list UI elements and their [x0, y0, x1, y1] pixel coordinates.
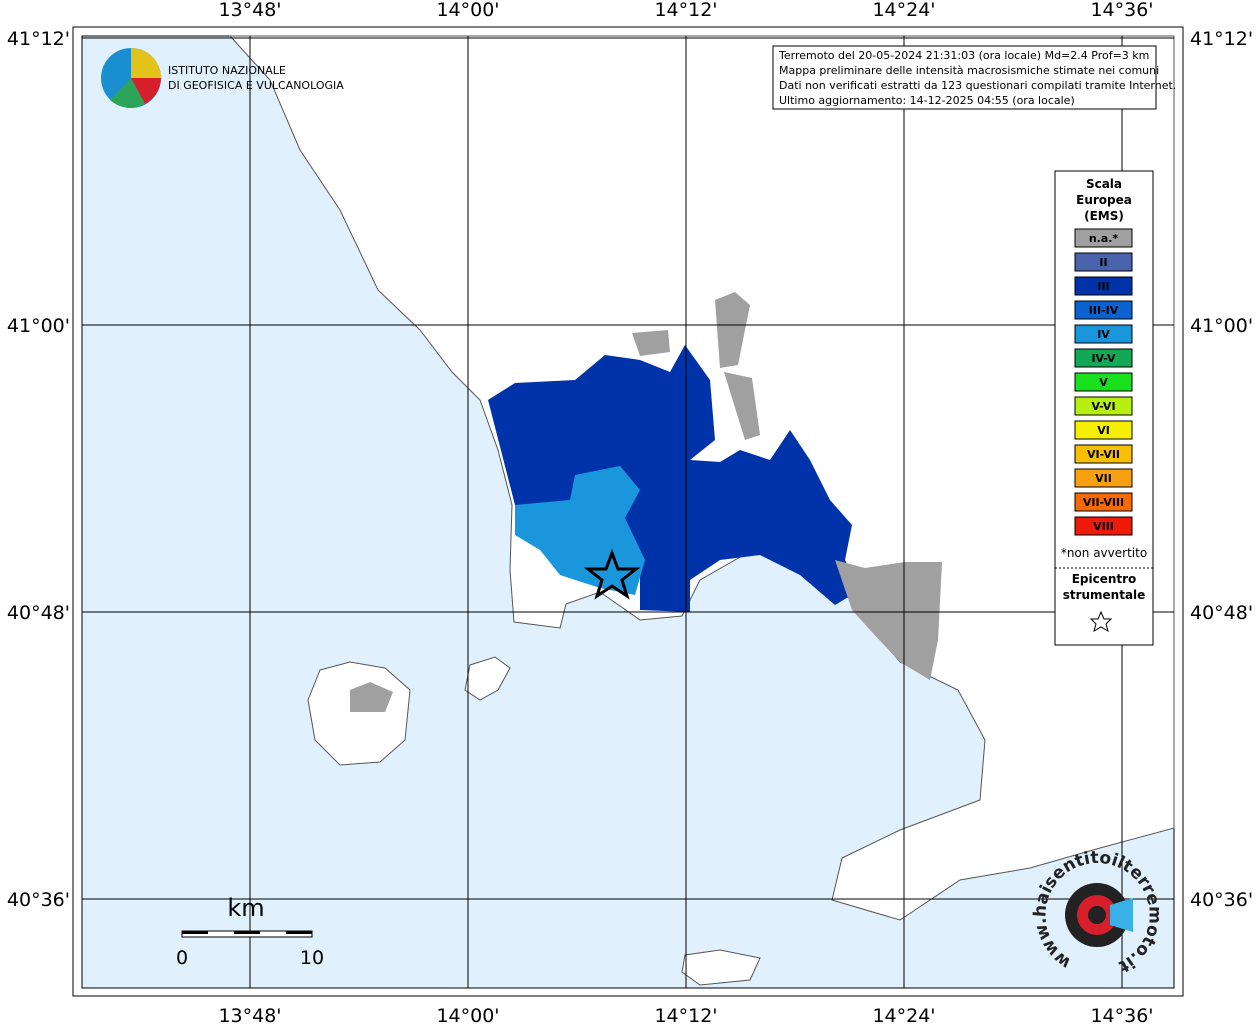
legend-swatch — [1074, 492, 1133, 512]
legend-swatch — [1074, 444, 1133, 464]
institute-line: DI GEOFISICA E VULCANOLOGIA — [168, 79, 344, 92]
legend-label: II — [1099, 256, 1107, 269]
legend-label: VIII — [1093, 520, 1114, 533]
legend-swatch — [1074, 228, 1133, 248]
scale-segment — [182, 931, 208, 934]
info-line: Mappa preliminare delle intensità macros… — [779, 64, 1159, 77]
lon-label: 13°48' — [218, 0, 281, 21]
lon-label: 14°24' — [872, 0, 935, 21]
logo-speaker — [1110, 898, 1133, 932]
legend-label: V — [1099, 376, 1108, 389]
legend-swatch — [1074, 300, 1133, 320]
epicenter-star — [583, 548, 641, 600]
legend-title: (EMS) — [1084, 209, 1124, 223]
legend-swatch — [1074, 396, 1133, 416]
lon-label: 14°00' — [436, 1005, 499, 1024]
scale-segment — [234, 931, 260, 934]
legend-swatch — [1074, 516, 1133, 536]
lat-label: 40°36' — [1190, 889, 1253, 911]
lat-label: 40°36' — [7, 889, 70, 911]
ischia — [307, 661, 411, 766]
scale-bar: km 0 10 — [176, 894, 324, 969]
legend-epicenter: Epicentro — [1072, 572, 1137, 586]
lon-label: 14°12' — [654, 1005, 717, 1024]
legend-swatch — [1074, 468, 1133, 488]
logo-segment — [131, 48, 161, 78]
intensity-areas — [350, 292, 942, 712]
legend-title: Europea — [1076, 193, 1132, 207]
legend-label: VI — [1097, 424, 1110, 437]
info-line: Terremoto del 20-05-2024 21:31:03 (ora l… — [778, 49, 1149, 62]
procida — [464, 656, 511, 701]
lat-label: 41°00' — [1190, 315, 1253, 337]
area-iv — [515, 466, 645, 595]
logo-disc — [1088, 906, 1106, 924]
scale-label: 10 — [300, 947, 324, 969]
legend-title: Scala — [1086, 177, 1122, 191]
info-line: Ultimo aggiornamento: 14-12-2025 04:55 (… — [779, 94, 1075, 107]
info-line: Dati non verificati estratti da 123 ques… — [779, 79, 1176, 92]
legend-label: VII — [1095, 472, 1112, 485]
lat-label: 40°48' — [7, 602, 70, 624]
legend-swatch — [1074, 252, 1133, 272]
logo-segment — [131, 78, 161, 104]
scale-unit: km — [227, 894, 264, 922]
lat-label: 41°12' — [1190, 28, 1253, 50]
area-iii — [488, 345, 860, 612]
legend-swatch — [1074, 276, 1133, 296]
lon-label: 14°12' — [654, 0, 717, 21]
legend-swatch — [1074, 420, 1133, 440]
legend-epicenter: strumentale — [1063, 588, 1146, 602]
capri — [681, 949, 761, 986]
lon-label: 14°24' — [872, 1005, 935, 1024]
axis-labels: 13°48' 13°48' 14°00' 14°00' 14°12' 14°12' 14°2… — [7, 0, 1253, 1024]
legend-label: n.a.* — [1089, 232, 1119, 245]
ingv-logo: ISTITUTO NAZIONALE DI GEOFISICA E VULCAN… — [101, 48, 344, 108]
legend-label: VI-VII — [1087, 448, 1120, 461]
legend-swatch — [1074, 372, 1133, 392]
institute-line: ISTITUTO NAZIONALE — [168, 64, 286, 77]
info-text: Terremoto del 20-05-2024 21:31:03 (ora l… — [778, 49, 1176, 107]
legend-star — [1089, 610, 1113, 633]
lat-label: 40°48' — [1190, 602, 1253, 624]
legend-label: III — [1097, 280, 1109, 293]
lon-label: 14°00' — [436, 0, 499, 21]
scale-segment — [286, 931, 312, 934]
lat-label: 41°12' — [7, 28, 70, 50]
lon-label: 14°36' — [1090, 0, 1153, 21]
lon-label: 13°48' — [218, 1005, 281, 1024]
info-box — [772, 45, 1157, 110]
legend-label: VII-VIII — [1083, 496, 1124, 509]
legend: ScalaEuropea(EMS)n.a.*IIIIIIII-IVIVIV-VV… — [1074, 177, 1133, 536]
scale-label: 0 — [176, 947, 188, 969]
legend-swatch — [1074, 324, 1133, 344]
legend-note: *non avvertito — [1061, 546, 1147, 560]
legend-label: IV-V — [1091, 352, 1116, 365]
legend-label: V-VI — [1091, 400, 1115, 413]
lon-label: 14°36' — [1090, 1005, 1153, 1024]
legend-label: IV — [1097, 328, 1110, 341]
legend-label: III-IV — [1089, 304, 1119, 317]
lat-label: 41°00' — [7, 315, 70, 337]
logo-segment — [110, 78, 145, 108]
legend-swatch — [1074, 348, 1133, 368]
